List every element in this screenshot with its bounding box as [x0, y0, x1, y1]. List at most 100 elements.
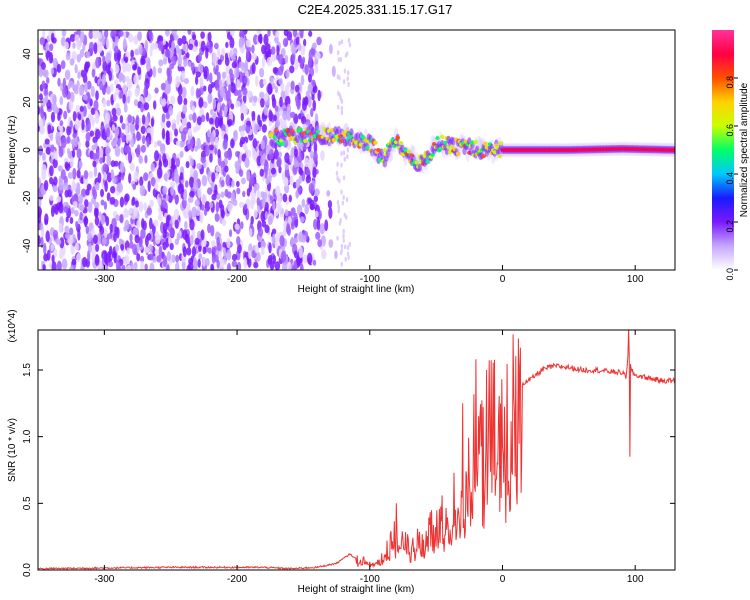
- noise-cell: [345, 197, 349, 203]
- noise-cell: [125, 63, 132, 73]
- noise-cell: [307, 197, 313, 204]
- noise-cell: [114, 226, 119, 235]
- noise-cell: [295, 179, 301, 190]
- noise-cell: [261, 123, 267, 133]
- noise-cell: [71, 258, 77, 266]
- noise-cell: [270, 46, 276, 56]
- noise-cell: [140, 125, 146, 135]
- noise-cell: [316, 218, 321, 231]
- signal-cell: [369, 148, 375, 157]
- noise-cell: [162, 222, 168, 234]
- noise-cell: [115, 214, 120, 222]
- signal-cell: [440, 134, 445, 139]
- noise-cell: [193, 169, 199, 181]
- noise-cell: [236, 187, 241, 195]
- snr-panel: -300 -200 -100 0 100 0.0 0.5 1.0 1.5 Height of …: [7, 309, 676, 595]
- noise-cell: [187, 61, 192, 68]
- noise-cell: [271, 54, 277, 62]
- noise-cell: [118, 238, 122, 245]
- noise-cell: [342, 238, 345, 244]
- noise-cell: [38, 57, 41, 64]
- signal-cell: [318, 123, 324, 138]
- noise-cell: [111, 124, 116, 132]
- noise-cell: [300, 74, 305, 86]
- noise-cell: [245, 39, 251, 48]
- noise-cell: [343, 244, 347, 250]
- noise-cell: [304, 64, 309, 75]
- signal-cell: [467, 137, 472, 146]
- noise-cell: [283, 226, 287, 237]
- noise-cell: [157, 67, 163, 74]
- noise-cell: [165, 133, 170, 144]
- noise-cell: [203, 208, 208, 216]
- noise-cell: [229, 30, 235, 36]
- noise-cell: [293, 158, 298, 168]
- noise-cell: [139, 185, 146, 197]
- noise-cell: [282, 193, 288, 203]
- noise-cell: [123, 104, 128, 113]
- noise-cell: [93, 234, 98, 245]
- noise-cell: [69, 216, 74, 224]
- noise-cell: [241, 124, 246, 132]
- noise-cell: [41, 80, 46, 89]
- noise-cell: [214, 184, 218, 194]
- noise-cell: [162, 153, 167, 164]
- noise-cell: [143, 172, 149, 182]
- noise-cell: [167, 72, 173, 85]
- noise-cell: [177, 183, 183, 194]
- noise-cell: [95, 181, 100, 191]
- noise-cell: [208, 117, 214, 125]
- noise-cell: [183, 188, 188, 201]
- y-tick-label: 40: [22, 48, 33, 60]
- noise-cell: [57, 112, 61, 122]
- noise-cell: [157, 40, 164, 52]
- signal-cell: [349, 128, 354, 137]
- snr-frame: [37, 329, 676, 571]
- noise-cell: [308, 182, 314, 195]
- noise-cell: [158, 35, 164, 43]
- colorbar-ticks: 0.0 0.2 0.4 0.6 0.8: [725, 76, 738, 281]
- x-tick-label: 0: [500, 574, 506, 585]
- noise-cell: [253, 123, 259, 135]
- noise-cell: [347, 81, 350, 87]
- noise-cell: [49, 194, 54, 202]
- noise-cell: [120, 132, 125, 139]
- noise-cell: [132, 205, 138, 218]
- noise-cell: [38, 118, 44, 128]
- noise-cell: [343, 212, 347, 218]
- noise-cell: [243, 203, 248, 210]
- noise-cell: [284, 84, 290, 97]
- noise-cell: [146, 60, 151, 72]
- x-tick-label: -200: [227, 574, 247, 585]
- noise-cell: [62, 77, 67, 90]
- noise-cell: [286, 261, 292, 270]
- noise-cell: [308, 49, 313, 62]
- noise-cell: [138, 46, 143, 56]
- noise-cell: [198, 96, 204, 108]
- colorbar-tick-label: 0.4: [725, 172, 735, 185]
- noise-cell: [340, 98, 344, 104]
- noise-cell: [207, 247, 212, 254]
- noise-cell: [38, 68, 44, 77]
- noise-cell: [334, 250, 338, 260]
- noise-cell: [126, 95, 131, 104]
- noise-cell: [248, 249, 252, 260]
- noise-cell: [52, 57, 58, 70]
- noise-cell: [257, 227, 264, 237]
- noise-cell: [200, 156, 207, 164]
- noise-cell: [184, 180, 189, 188]
- noise-cell: [283, 30, 289, 37]
- noise-cell: [38, 177, 42, 188]
- signal-cell: [358, 142, 364, 147]
- noise-cell: [72, 167, 77, 180]
- noise-cell: [252, 138, 258, 149]
- noise-cell: [94, 201, 100, 209]
- noise-cell: [50, 243, 55, 252]
- noise-cell: [347, 37, 351, 43]
- noise-cell: [187, 30, 192, 35]
- noise-cell: [69, 120, 73, 130]
- noise-cell: [190, 62, 195, 72]
- noise-cell: [148, 253, 154, 261]
- noise-cell: [136, 219, 141, 229]
- noise-cell: [82, 43, 86, 52]
